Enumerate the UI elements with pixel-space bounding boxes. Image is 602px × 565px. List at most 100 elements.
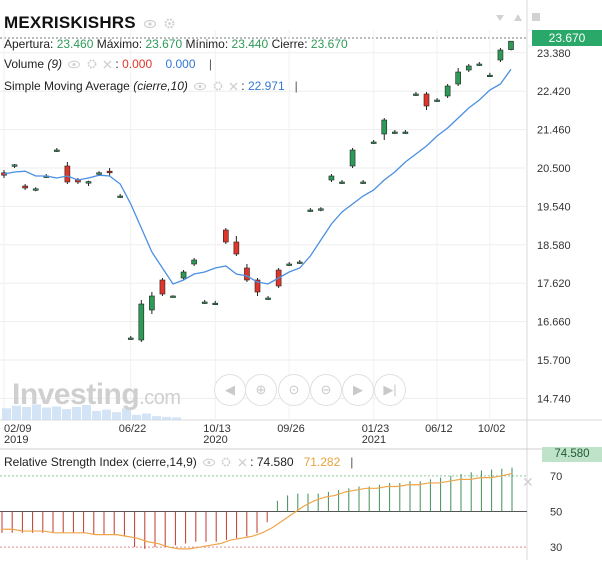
gear-icon[interactable] xyxy=(87,58,97,72)
y-tick-label: 17.620 xyxy=(537,278,571,290)
rsi-tick-label: 70 xyxy=(550,471,562,483)
candle-up xyxy=(318,208,324,211)
candle-up xyxy=(117,195,123,198)
x-tick-label: 06/22 xyxy=(119,423,147,435)
zoom-out-icon[interactable]: ⊖ xyxy=(310,374,342,406)
gear-icon[interactable] xyxy=(164,14,175,34)
rsi-signal-value: 71.282 xyxy=(303,455,341,469)
candle-up xyxy=(127,337,134,340)
rsi-value: 74.580 xyxy=(256,455,294,469)
volume-value-2: 0.000 xyxy=(165,57,196,71)
investing-watermark: Investing.com xyxy=(12,378,181,412)
candle-up xyxy=(54,149,60,152)
y-tick-label: 18.580 xyxy=(537,240,571,252)
rsi-layer xyxy=(0,467,527,550)
volume-param: (9) xyxy=(47,57,63,71)
low-value: 23.440 xyxy=(231,37,269,51)
candle-up xyxy=(170,295,176,298)
x-tick-label: 10/13 xyxy=(203,423,231,435)
arrow-right-end-icon[interactable]: ▶| xyxy=(374,374,406,406)
x-tick-label: 06/12 xyxy=(425,423,453,435)
volume-bar xyxy=(62,409,71,420)
sma-line xyxy=(3,68,512,285)
close-icon[interactable] xyxy=(103,58,112,72)
current-price-tag: 23.670 xyxy=(532,30,602,46)
rsi-close-icon[interactable]: ✕ xyxy=(522,474,534,490)
eye-icon[interactable] xyxy=(203,456,216,470)
gear-icon[interactable] xyxy=(213,80,223,94)
high-label: Máximo: xyxy=(96,37,143,51)
candle-down xyxy=(64,165,71,183)
maximize-icon[interactable] xyxy=(531,13,540,21)
volume-bar xyxy=(172,417,181,420)
sma-legend: Simple Moving Average (cierre,10) : 22.9… xyxy=(4,79,298,94)
ohlc-legend: Apertura: 23.460 Máximo: 23.670 Mínimo: … xyxy=(4,37,348,51)
candle-down xyxy=(423,93,430,107)
y-tick-label: 20.500 xyxy=(537,163,571,175)
x-tick-year: 2021 xyxy=(362,434,386,446)
close-icon[interactable] xyxy=(238,456,247,470)
volume-bar xyxy=(162,416,171,420)
open-label: Apertura: xyxy=(4,37,54,51)
candle-up xyxy=(180,271,187,279)
candle-up xyxy=(455,71,461,85)
arrow-left-icon[interactable]: ◀ xyxy=(214,374,246,406)
zoom-in-icon[interactable]: ⊕ xyxy=(245,374,277,406)
y-tick-label: 14.740 xyxy=(537,393,571,405)
x-tick-year: 2020 xyxy=(203,434,227,446)
volume-bar xyxy=(72,407,81,420)
close-icon[interactable] xyxy=(229,80,238,94)
candle-up xyxy=(360,181,366,184)
volume-bar xyxy=(22,407,31,420)
candle-up xyxy=(328,175,335,181)
y-tick-label: 22.420 xyxy=(537,86,571,98)
candle-up xyxy=(212,302,219,306)
close-label: Cierre: xyxy=(271,37,308,51)
volume-bar xyxy=(52,406,61,420)
candle-up xyxy=(85,181,92,184)
volume-bar xyxy=(122,408,131,420)
candle-up xyxy=(381,119,388,135)
rsi-label: Relative Strength Index xyxy=(4,455,129,469)
volume-bar xyxy=(142,413,151,420)
rsi-tick-label: 50 xyxy=(550,506,562,518)
rsi-tick-label: 30 xyxy=(550,542,562,554)
watermark-suffix: .com xyxy=(139,387,181,409)
arrow-right-icon[interactable]: ▶ xyxy=(342,374,374,406)
candle-up xyxy=(96,172,102,175)
candle-up xyxy=(487,74,493,77)
volume-legend: Volume (9) : 0.000 0.000 | xyxy=(4,57,212,72)
volume-bar xyxy=(12,405,21,420)
candle-up xyxy=(476,63,483,66)
y-tick-label: 15.700 xyxy=(537,355,571,367)
candle-up xyxy=(138,303,145,341)
rsi-signal-line xyxy=(2,472,513,550)
candle-down xyxy=(233,241,240,255)
zoom-reset-icon[interactable]: ⊙ xyxy=(278,374,310,406)
volume-bar xyxy=(82,404,91,420)
candle-up xyxy=(191,259,197,265)
volume-bar xyxy=(32,404,41,420)
symbol-name: MEXRISKISHRS xyxy=(4,13,136,32)
gear-icon[interactable] xyxy=(221,456,231,470)
candle-up xyxy=(402,131,409,134)
volume-bar xyxy=(102,409,111,420)
high-value: 23.670 xyxy=(145,37,183,51)
collapse-icon[interactable] xyxy=(496,15,504,21)
sma-layer xyxy=(3,68,512,285)
x-tick-label: 01/23 xyxy=(362,423,390,435)
y-tick-label: 19.540 xyxy=(537,201,571,213)
x-tick-label: 02/09 xyxy=(4,423,32,435)
sma-param: (cierre,10) xyxy=(133,79,188,93)
alert-icon[interactable] xyxy=(514,14,523,21)
candle-up xyxy=(296,261,303,264)
eye-icon[interactable] xyxy=(143,14,156,34)
eye-icon[interactable] xyxy=(68,58,81,72)
candle-up xyxy=(339,181,345,184)
axis-layer: 14.740 15.700 16.660 17.620 18.580 19.540 20.5… xyxy=(4,48,571,554)
eye-icon[interactable] xyxy=(194,80,207,94)
volume-layer xyxy=(2,404,181,420)
volume-bar xyxy=(92,410,101,420)
